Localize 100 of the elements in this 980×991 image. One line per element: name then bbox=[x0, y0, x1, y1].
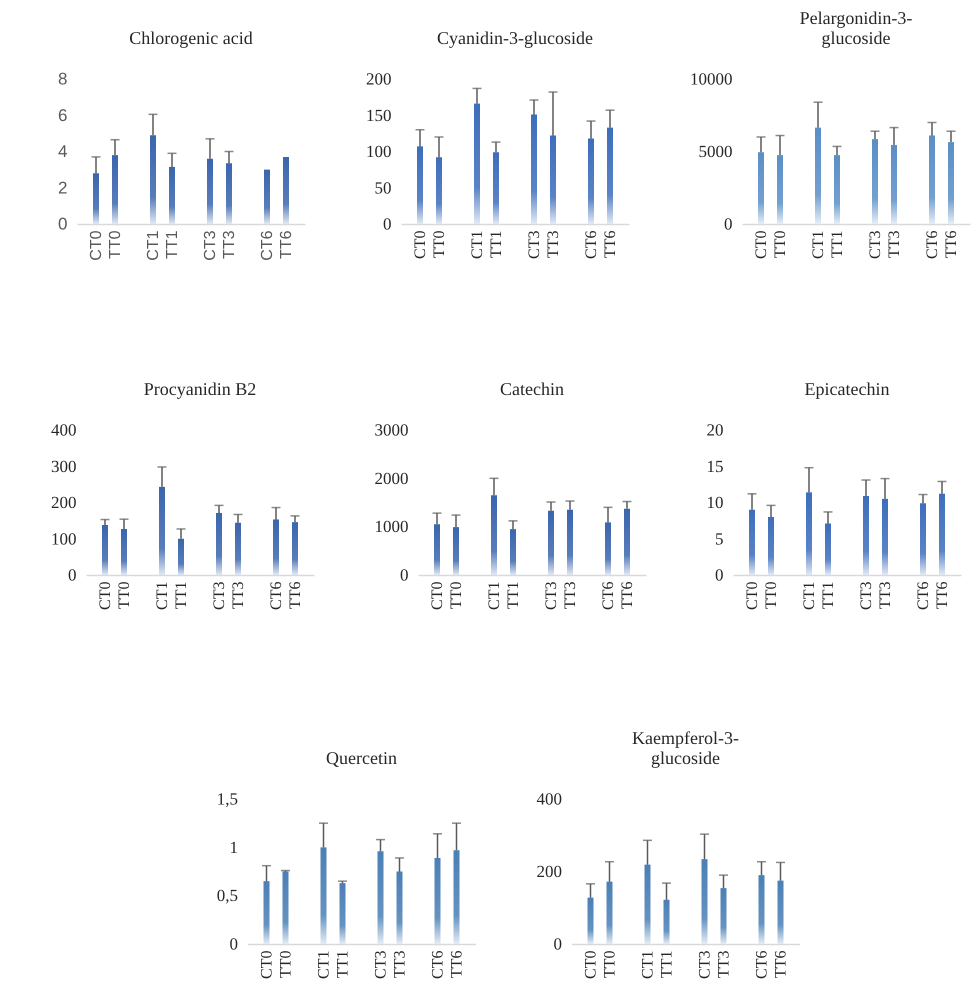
x-tick-label: CT3 bbox=[696, 950, 714, 979]
x-tick-label: CT1 bbox=[154, 582, 171, 610]
x-tick-label: CT3 bbox=[211, 582, 228, 610]
x-tick-label: TT3 bbox=[221, 230, 238, 259]
bar bbox=[454, 850, 460, 944]
y-tick-label: 1 bbox=[230, 838, 238, 857]
bar bbox=[872, 139, 878, 224]
bar bbox=[777, 155, 783, 224]
x-tick-label: CT0 bbox=[412, 230, 429, 259]
x-tick-label: CT3 bbox=[867, 230, 884, 259]
bar bbox=[815, 128, 821, 224]
bar bbox=[939, 494, 945, 575]
bar bbox=[273, 520, 279, 575]
bar bbox=[548, 510, 554, 575]
x-tick-label: CT6 bbox=[430, 950, 446, 979]
x-tick-label: TT6 bbox=[287, 582, 304, 610]
bar bbox=[493, 152, 499, 224]
chart-title: Catechin bbox=[500, 379, 564, 399]
bar bbox=[474, 104, 480, 224]
x-tick-label: TT3 bbox=[562, 582, 579, 610]
bar bbox=[758, 152, 764, 224]
bar bbox=[882, 498, 888, 575]
x-tick-label: CT0 bbox=[753, 230, 770, 259]
y-tick-label: 10000 bbox=[690, 70, 732, 88]
x-tick-label: TT1 bbox=[488, 230, 505, 258]
x-tick-label: CT0 bbox=[582, 950, 600, 979]
y-tick-label: 1000 bbox=[374, 517, 408, 536]
x-tick-label: CT6 bbox=[268, 582, 285, 610]
bar bbox=[434, 858, 440, 944]
bar bbox=[436, 157, 442, 224]
y-tick-label: 0 bbox=[554, 934, 562, 954]
y-tick-label: 5000 bbox=[698, 142, 732, 161]
x-tick-label: TT0 bbox=[602, 950, 618, 978]
x-tick-label: TT3 bbox=[716, 950, 732, 978]
x-tick-label: TT3 bbox=[230, 582, 247, 610]
chart-title: Chlorogenic acid bbox=[129, 28, 253, 48]
x-tick-label: CT6 bbox=[924, 230, 941, 259]
y-tick-label: 400 bbox=[51, 420, 76, 440]
bar bbox=[159, 486, 165, 575]
bar bbox=[102, 524, 108, 575]
x-tick-label: CT1 bbox=[486, 582, 503, 610]
x-tick-label: CT0 bbox=[429, 582, 446, 610]
bar bbox=[283, 156, 289, 224]
bar bbox=[702, 859, 708, 944]
y-tick-label: 15 bbox=[706, 456, 724, 476]
x-tick-label: CT3 bbox=[202, 230, 219, 261]
y-tick-label: 400 bbox=[536, 790, 562, 808]
bar bbox=[644, 864, 650, 944]
bar bbox=[624, 508, 630, 575]
y-tick-label: 200 bbox=[51, 493, 76, 512]
y-tick-label: 2000 bbox=[374, 468, 408, 488]
x-tick-label: TT3 bbox=[392, 950, 408, 978]
bar bbox=[749, 510, 755, 575]
bar bbox=[531, 114, 537, 224]
bar bbox=[178, 538, 184, 575]
x-tick-label: TT0 bbox=[763, 582, 780, 610]
x-tick-label: CT0 bbox=[97, 582, 114, 610]
x-tick-label: TT1 bbox=[164, 230, 181, 259]
x-tick-label: TT1 bbox=[829, 230, 846, 258]
x-tick-label: CT0 bbox=[744, 582, 761, 610]
bar bbox=[664, 900, 670, 944]
bar bbox=[567, 510, 573, 575]
bar bbox=[929, 136, 935, 224]
y-tick-label: 0,5 bbox=[216, 886, 238, 906]
bar bbox=[264, 170, 270, 224]
bar bbox=[207, 158, 213, 224]
y-tick-label: 150 bbox=[366, 106, 392, 125]
y-tick-label: 50 bbox=[374, 178, 392, 198]
y-tick-label: 100 bbox=[51, 529, 76, 548]
chart-title: Cyanidin-3-glucoside bbox=[437, 28, 593, 48]
bar bbox=[320, 847, 326, 944]
bar bbox=[453, 527, 459, 575]
x-tick-label: CT1 bbox=[316, 950, 332, 979]
y-tick-label: 0 bbox=[68, 566, 76, 584]
bar bbox=[891, 144, 897, 224]
bar bbox=[169, 166, 175, 224]
bar bbox=[226, 163, 232, 224]
bar bbox=[264, 881, 270, 944]
y-tick-label: 200 bbox=[366, 70, 392, 88]
x-tick-label: CT0 bbox=[88, 230, 105, 261]
bar bbox=[606, 882, 612, 944]
y-tick-label: 100 bbox=[366, 142, 392, 161]
y-tick-label: 4 bbox=[58, 142, 68, 161]
bar bbox=[550, 136, 556, 224]
bar bbox=[340, 883, 346, 944]
y-tick-label: 2 bbox=[58, 178, 68, 198]
x-tick-label: TT0 bbox=[116, 582, 133, 610]
bar bbox=[948, 142, 954, 224]
bar bbox=[112, 155, 118, 224]
chart-title: Epicatechin bbox=[804, 379, 890, 399]
y-tick-label: 300 bbox=[51, 456, 76, 476]
x-tick-label: CT6 bbox=[915, 582, 932, 610]
bar bbox=[378, 851, 384, 944]
bar bbox=[93, 173, 99, 224]
x-tick-label: TT0 bbox=[107, 230, 124, 259]
bar bbox=[778, 880, 784, 944]
x-tick-label: TT3 bbox=[886, 230, 903, 258]
y-tick-label: 8 bbox=[58, 70, 68, 88]
x-tick-label: TT1 bbox=[334, 950, 352, 978]
bar bbox=[758, 875, 764, 944]
